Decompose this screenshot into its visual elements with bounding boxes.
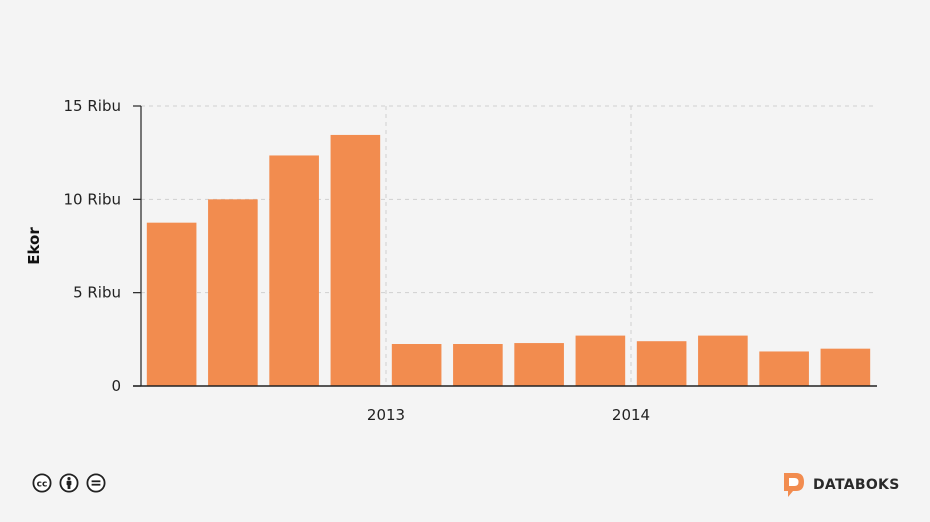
bar bbox=[269, 155, 319, 386]
bar bbox=[330, 134, 381, 386]
bar bbox=[208, 199, 258, 386]
bar bbox=[636, 341, 687, 386]
bar bbox=[514, 343, 564, 386]
y-tick-label: 15 Ribu bbox=[64, 97, 121, 115]
bar bbox=[698, 335, 748, 386]
databoks-logo[interactable]: DATABOKS bbox=[782, 472, 900, 498]
y-axis-title: Ekor bbox=[25, 227, 43, 265]
cc-icon[interactable]: cc bbox=[32, 473, 52, 493]
bar bbox=[575, 335, 626, 386]
databoks-logo-icon bbox=[784, 473, 804, 497]
y-tick-label: 10 Ribu bbox=[64, 190, 121, 208]
x-tick-label: 2014 bbox=[612, 406, 650, 424]
bar bbox=[820, 348, 871, 386]
nd-icon[interactable] bbox=[86, 473, 106, 493]
bar bbox=[146, 222, 197, 386]
bar-chart: 0 5 Ribu 10 Ribu 15 Ribu 2013 2014 Ekor bbox=[25, 97, 877, 424]
y-tick-label: 0 bbox=[111, 377, 121, 395]
bar bbox=[391, 344, 442, 386]
license-icons: cc bbox=[32, 473, 106, 493]
x-tick-label: 2013 bbox=[367, 406, 405, 424]
bar bbox=[759, 351, 809, 386]
y-tick-label: 5 Ribu bbox=[73, 284, 121, 302]
svg-text:cc: cc bbox=[37, 480, 48, 490]
brand-name: DATABOKS bbox=[813, 477, 900, 493]
by-icon[interactable] bbox=[59, 473, 79, 493]
bar bbox=[453, 344, 503, 386]
